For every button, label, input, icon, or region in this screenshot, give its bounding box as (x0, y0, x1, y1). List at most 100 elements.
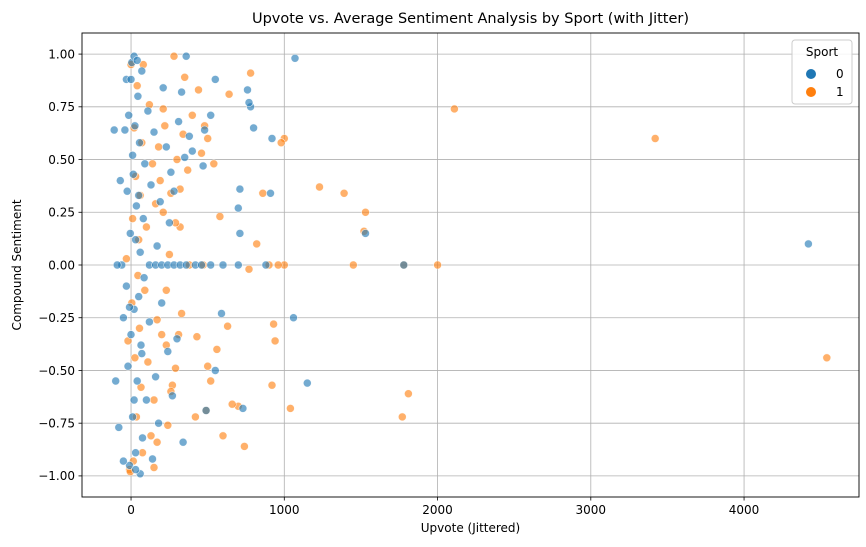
point-sport-1 (197, 148, 206, 158)
y-tick-label: 0.25 (48, 206, 75, 220)
x-tick-label: 0 (127, 503, 135, 517)
point-sport-0 (217, 309, 226, 318)
point-sport-0 (238, 404, 248, 413)
point-sport-1 (404, 389, 413, 399)
point-sport-0 (174, 117, 183, 126)
point-sport-1 (152, 315, 162, 325)
point-sport-0 (143, 106, 153, 116)
x-tick-label: 2000 (422, 503, 453, 517)
point-sport-0 (125, 461, 134, 470)
x-axis-ticks: 0 1000 2000 3000 4000 (127, 497, 759, 517)
y-tick-label: 0.50 (48, 153, 75, 167)
point-sport-1 (158, 104, 168, 114)
point-sport-0 (155, 197, 165, 206)
point-sport-1 (152, 437, 162, 447)
point-sport-0 (399, 260, 409, 270)
point-sport-1 (169, 51, 179, 61)
point-sport-1 (165, 250, 174, 259)
point-sport-0 (145, 317, 154, 327)
point-sport-0 (131, 235, 140, 244)
point-sport-0 (151, 372, 160, 382)
point-sport-0 (163, 347, 173, 356)
point-sport-0 (267, 134, 277, 143)
point-sport-1 (361, 208, 370, 217)
legend-marker-0 (806, 69, 816, 79)
point-sport-1 (223, 321, 232, 331)
y-tick-label: −0.50 (38, 364, 75, 378)
point-sport-1 (450, 104, 459, 114)
point-sport-1 (172, 155, 182, 164)
point-sport-0 (172, 334, 182, 344)
point-sport-0 (266, 189, 275, 198)
point-sport-0 (139, 214, 148, 223)
point-sport-0 (243, 85, 252, 95)
point-sport-0 (114, 423, 124, 432)
y-tick-label: 0.00 (48, 258, 75, 272)
point-sport-1 (212, 345, 222, 354)
point-sport-1 (240, 442, 249, 451)
point-sport-0 (261, 260, 271, 270)
y-tick-label: −0.25 (38, 311, 75, 325)
point-sport-1 (135, 323, 144, 333)
data-points (109, 51, 832, 479)
point-sport-0 (244, 98, 254, 107)
point-sport-0 (200, 125, 209, 135)
legend: Sport 0 1 (791, 39, 853, 105)
point-sport-0 (119, 313, 128, 323)
point-sport-1 (140, 285, 150, 295)
point-sport-1 (206, 376, 215, 386)
point-sport-0 (135, 138, 144, 147)
point-sport-0 (126, 330, 136, 339)
point-sport-1 (269, 319, 278, 329)
point-sport-1 (136, 382, 146, 392)
point-sport-0 (128, 412, 137, 422)
y-tick-label: 0.75 (48, 100, 75, 114)
x-tick-label: 1000 (269, 503, 300, 517)
point-sport-0 (289, 313, 298, 323)
y-axis-ticks: 1.00 0.75 0.50 0.25 0.00 −0.25 −0.50 −0.75 −1.00 (38, 47, 82, 483)
point-sport-1 (209, 159, 219, 169)
point-sport-0 (178, 437, 188, 447)
point-sport-1 (130, 353, 140, 363)
point-sport-0 (120, 125, 130, 135)
point-sport-0 (129, 395, 139, 405)
point-sport-1 (339, 189, 349, 198)
point-sport-1 (154, 142, 163, 152)
point-sport-1 (177, 309, 186, 318)
legend-box (791, 39, 853, 105)
point-sport-0 (132, 376, 142, 386)
point-sport-0 (206, 111, 215, 120)
point-sport-0 (119, 456, 128, 466)
point-sport-0 (140, 159, 150, 169)
point-sport-0 (177, 87, 186, 97)
point-sport-0 (162, 142, 171, 152)
point-sport-0 (165, 218, 174, 228)
point-sport-0 (302, 378, 312, 388)
point-sport-0 (168, 391, 177, 401)
point-sport-0 (198, 161, 208, 171)
point-sport-1 (215, 212, 225, 221)
point-sport-1 (267, 380, 277, 390)
point-sport-1 (171, 363, 180, 373)
point-sport-1 (203, 361, 212, 371)
point-sport-1 (155, 176, 165, 185)
point-sport-0 (112, 260, 122, 270)
point-sport-0 (109, 125, 119, 135)
point-sport-0 (181, 260, 191, 270)
point-sport-0 (218, 260, 228, 270)
point-sport-1 (146, 431, 156, 441)
point-sport-0 (361, 229, 370, 238)
point-sport-1 (180, 73, 189, 82)
point-sport-0 (131, 448, 140, 458)
point-sport-0 (122, 281, 131, 291)
point-sport-1 (122, 254, 131, 264)
point-sport-1 (270, 336, 280, 346)
point-sport-0 (131, 465, 140, 474)
x-tick-label: 3000 (576, 503, 607, 517)
point-sport-1 (258, 189, 268, 198)
legend-title: Sport (806, 45, 839, 59)
point-sport-0 (152, 241, 162, 251)
x-axis-label: Upvote (Jittered) (421, 521, 520, 535)
point-sport-0 (132, 56, 142, 65)
point-sport-0 (137, 349, 147, 358)
